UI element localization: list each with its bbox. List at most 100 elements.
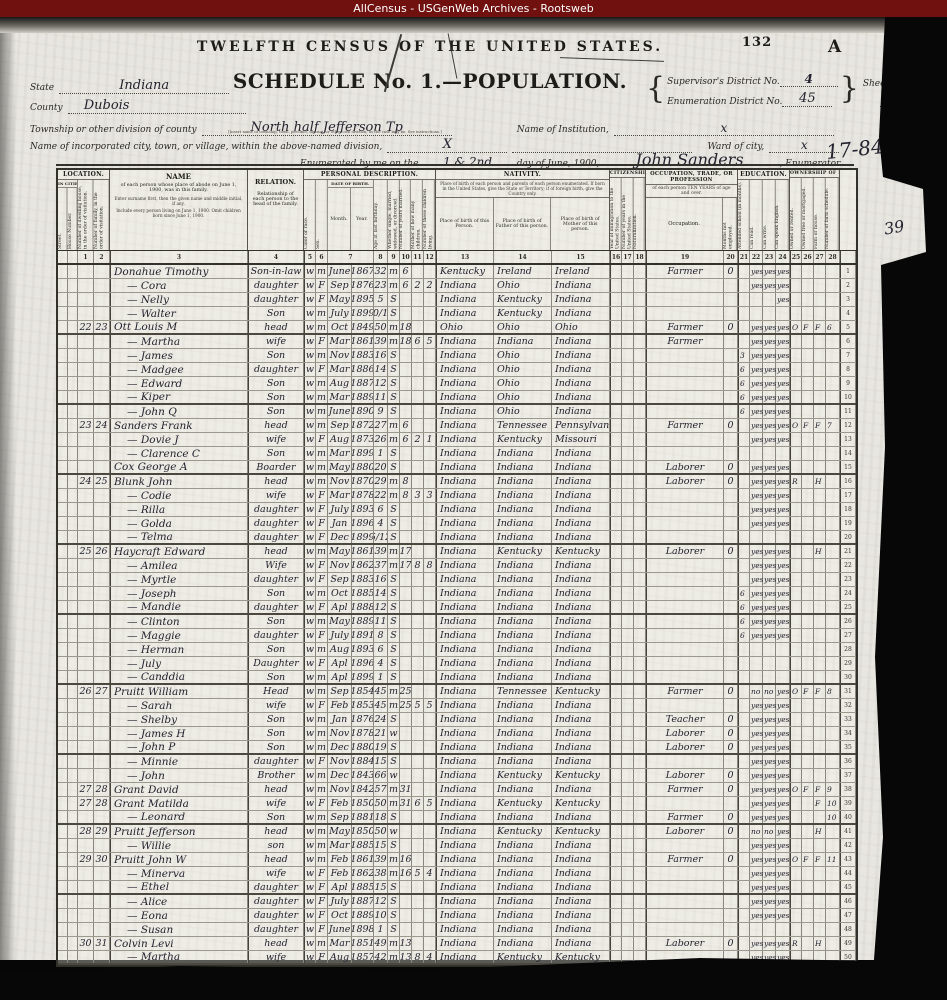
cell-age: 26 xyxy=(374,433,388,446)
cell-year: 1851 xyxy=(352,937,374,950)
cell-dwelling xyxy=(78,433,94,446)
cell-english: yes xyxy=(777,545,790,558)
cell-school xyxy=(738,335,750,348)
cell-family: 26 xyxy=(94,545,110,558)
cell-english: yes xyxy=(777,811,790,823)
cell-free-mortgaged xyxy=(802,699,814,712)
cell-name: — Shelby xyxy=(110,713,248,726)
cell-school xyxy=(738,895,750,908)
cell-children-living xyxy=(424,783,436,796)
table-top-rule xyxy=(56,164,854,166)
cell-house xyxy=(68,671,78,683)
cell-mother-of: 6 xyxy=(412,335,424,348)
cell-race: w xyxy=(304,825,316,838)
cell-occupation: Farmer xyxy=(646,811,724,823)
cell-name: — James H xyxy=(110,727,248,740)
cell-months-unemployed xyxy=(724,755,738,768)
cell-pob: Indiana xyxy=(436,489,494,502)
cell-line-number: 3 xyxy=(840,293,856,306)
age-column-label: Age at last birthday. xyxy=(373,180,388,250)
cell-naturalization xyxy=(634,433,646,446)
cell-name: — John xyxy=(110,769,248,782)
cell-occupation xyxy=(646,279,724,292)
cell-pob-father: Indiana xyxy=(494,643,552,656)
cell-dwelling xyxy=(78,671,94,683)
cell-read: yes xyxy=(751,349,764,362)
cell-year: 1896 xyxy=(352,657,374,670)
cell-sex: m xyxy=(316,419,328,432)
cell-months-unemployed xyxy=(724,377,738,390)
cell-free-mortgaged xyxy=(802,741,814,753)
cell-pob: Indiana xyxy=(436,391,494,403)
cell-relation: head xyxy=(248,853,304,866)
cell-name: — Telma xyxy=(110,531,248,543)
cell-free-mortgaged xyxy=(802,615,814,628)
cell-pob: Indiana xyxy=(436,531,494,543)
cell-years-married xyxy=(400,503,412,516)
cell-month: May xyxy=(328,545,352,558)
cell-age: 5/12 xyxy=(374,531,388,543)
cell-pob-mother: Indiana xyxy=(552,657,610,670)
form-header: TWELFTH CENSUS OF THE UNITED STATES. 132… xyxy=(0,33,936,170)
cell-race: w xyxy=(304,293,316,306)
cell-years-us xyxy=(622,713,634,726)
cell-write: no xyxy=(763,685,776,698)
cell-farm-schedule: 11 xyxy=(826,853,840,866)
cell-owned-rented xyxy=(790,307,802,320)
cell-months-unemployed xyxy=(724,279,738,292)
cell-pob: Indiana xyxy=(436,769,494,782)
cell-english: yes xyxy=(777,881,790,893)
cell-name: Sanders Frank xyxy=(110,419,248,432)
cell-farm-house xyxy=(814,867,826,880)
cell-sex: F xyxy=(316,503,328,516)
cell-read: yes xyxy=(751,489,764,502)
cell-pob: Indiana xyxy=(436,937,494,950)
table-row: 30 31 Colvin Levi head w m Mar 1851 49 m 13 Indiana… xyxy=(58,937,856,951)
cell-years-married: 6 xyxy=(400,279,412,292)
cell-naturalization xyxy=(634,461,646,473)
cell-sex: F xyxy=(316,867,328,880)
cell-name: — Golda xyxy=(110,517,248,530)
cell-write: yes xyxy=(764,587,777,600)
cell-owned-rented xyxy=(790,489,802,502)
cell-years-married xyxy=(400,615,412,628)
cell-free-mortgaged xyxy=(802,545,814,558)
cell-farm-house xyxy=(814,615,826,628)
cell-immigration xyxy=(610,825,622,838)
cell-write xyxy=(763,643,776,656)
cell-immigration xyxy=(610,433,622,446)
table-row: — Minnie daughter w F Nov 1884 15 S Indiana India… xyxy=(58,755,856,769)
cell-month: May xyxy=(328,825,352,838)
cell-marital: w xyxy=(388,727,400,740)
cell-years-us xyxy=(622,909,634,922)
cell-line-number: 19 xyxy=(840,517,856,530)
cell-marital: m xyxy=(388,545,400,558)
cell-months-unemployed: 0 xyxy=(724,475,738,488)
cell-mother-of xyxy=(412,755,424,768)
cell-english: yes xyxy=(777,937,790,950)
cell-farm-schedule xyxy=(826,755,840,768)
cell-pob-mother: Kentucky xyxy=(552,545,610,558)
cell-sex: F xyxy=(316,657,328,670)
cell-line-number: 11 xyxy=(840,405,856,418)
cell-english: yes xyxy=(777,559,790,572)
cell-school: 6 xyxy=(738,363,750,376)
cell-occupation xyxy=(646,951,724,963)
cell-name: — Martha xyxy=(110,335,248,348)
cell-month: Nov xyxy=(328,559,352,572)
cell-street xyxy=(58,615,68,628)
cell-dwelling: 27 xyxy=(78,783,94,796)
months-unemployed-column-label: Months not employed. xyxy=(723,198,737,250)
cell-owned-rented xyxy=(790,573,802,586)
cell-year: 1878 xyxy=(352,727,374,740)
cell-dwelling xyxy=(78,587,94,600)
cell-year: 1895 xyxy=(352,293,374,306)
cell-pob: Indiana xyxy=(436,713,494,726)
cell-line-number: 33 xyxy=(840,713,856,726)
cell-month: Sep xyxy=(328,279,352,292)
cell-pob-father: Indiana xyxy=(494,629,552,642)
cell-pob-father: Indiana xyxy=(494,559,552,572)
cell-months-unemployed xyxy=(724,923,738,936)
cell-owned-rented xyxy=(790,713,802,726)
cell-farm-schedule xyxy=(826,545,840,558)
